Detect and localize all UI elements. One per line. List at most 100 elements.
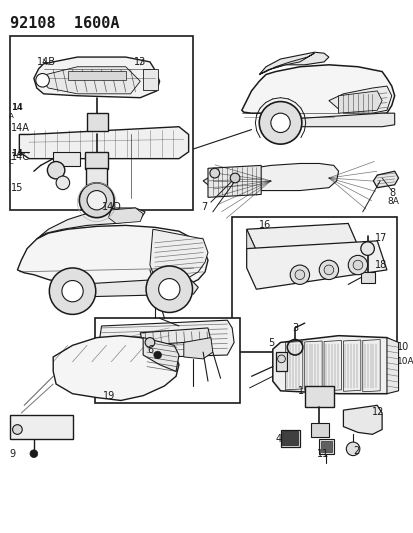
- Bar: [304, 386, 333, 407]
- Polygon shape: [207, 165, 261, 197]
- Circle shape: [79, 183, 114, 217]
- Circle shape: [56, 176, 69, 190]
- Polygon shape: [259, 53, 313, 75]
- Circle shape: [360, 242, 373, 255]
- Bar: [91, 196, 102, 205]
- Polygon shape: [69, 278, 198, 297]
- Circle shape: [270, 113, 290, 133]
- Polygon shape: [338, 91, 381, 113]
- Text: 14B: 14B: [37, 57, 56, 67]
- Circle shape: [12, 425, 22, 434]
- Polygon shape: [241, 65, 394, 120]
- Polygon shape: [38, 67, 140, 94]
- Circle shape: [290, 265, 309, 285]
- Polygon shape: [275, 113, 394, 127]
- Polygon shape: [183, 337, 212, 359]
- Polygon shape: [328, 86, 391, 113]
- Circle shape: [347, 255, 367, 274]
- Text: 8A: 8A: [386, 197, 398, 206]
- Circle shape: [259, 102, 301, 144]
- Polygon shape: [343, 405, 381, 434]
- Polygon shape: [304, 341, 321, 390]
- Polygon shape: [272, 336, 394, 394]
- Text: 14D: 14D: [101, 202, 121, 212]
- Text: 2: 2: [352, 446, 358, 456]
- Circle shape: [145, 337, 154, 348]
- Text: 14: 14: [11, 103, 22, 112]
- Circle shape: [47, 161, 65, 179]
- Bar: [9, 415, 72, 439]
- Bar: [9, 36, 193, 210]
- Text: 5: 5: [267, 337, 273, 348]
- Circle shape: [36, 74, 49, 87]
- Polygon shape: [246, 223, 357, 251]
- Bar: [280, 430, 299, 447]
- Text: 15: 15: [11, 183, 23, 193]
- Text: 9: 9: [9, 449, 16, 459]
- Polygon shape: [386, 337, 398, 394]
- Bar: [85, 152, 108, 169]
- Text: 8: 8: [388, 188, 394, 198]
- Text: 11: 11: [316, 449, 329, 459]
- Circle shape: [30, 450, 38, 457]
- Text: 13: 13: [133, 57, 145, 67]
- Bar: [87, 113, 108, 131]
- Bar: [282, 431, 297, 445]
- Circle shape: [352, 260, 362, 270]
- Bar: [95, 318, 239, 403]
- Bar: [318, 439, 333, 454]
- Polygon shape: [285, 342, 302, 390]
- Polygon shape: [19, 127, 188, 159]
- Text: 16: 16: [259, 220, 271, 230]
- Circle shape: [323, 265, 333, 274]
- Bar: [68, 70, 126, 80]
- Circle shape: [277, 355, 285, 363]
- Circle shape: [154, 351, 161, 359]
- Circle shape: [318, 260, 338, 280]
- Circle shape: [62, 280, 83, 302]
- Circle shape: [209, 168, 219, 178]
- Polygon shape: [98, 320, 233, 359]
- Polygon shape: [108, 208, 143, 223]
- Polygon shape: [362, 340, 379, 392]
- Text: 10: 10: [396, 342, 408, 352]
- Text: 12: 12: [372, 407, 384, 417]
- Bar: [86, 168, 107, 190]
- Polygon shape: [323, 341, 341, 391]
- Polygon shape: [150, 229, 207, 280]
- Text: 3: 3: [292, 323, 297, 333]
- Text: 14A: 14A: [11, 123, 29, 133]
- Text: 6: 6: [147, 345, 153, 356]
- Text: 19: 19: [102, 391, 114, 401]
- Bar: [232, 217, 396, 352]
- Polygon shape: [203, 164, 338, 191]
- Polygon shape: [17, 225, 207, 287]
- Circle shape: [146, 266, 192, 312]
- Polygon shape: [343, 340, 360, 391]
- Polygon shape: [37, 208, 145, 239]
- Text: 92108  1600A: 92108 1600A: [9, 17, 119, 31]
- Polygon shape: [246, 241, 386, 289]
- Polygon shape: [246, 229, 256, 268]
- Polygon shape: [259, 52, 328, 75]
- Text: 14: 14: [11, 149, 22, 158]
- Bar: [360, 272, 375, 284]
- Text: 4: 4: [275, 434, 281, 445]
- Polygon shape: [53, 336, 178, 400]
- Text: 17: 17: [375, 233, 387, 243]
- Text: 18: 18: [375, 260, 387, 270]
- Text: C: C: [9, 159, 14, 165]
- Text: 1: 1: [297, 386, 303, 396]
- Circle shape: [158, 279, 180, 300]
- Polygon shape: [140, 328, 210, 345]
- Bar: [53, 152, 80, 166]
- Polygon shape: [143, 337, 178, 372]
- Text: A: A: [9, 113, 14, 119]
- Circle shape: [294, 270, 304, 280]
- Text: 10A: 10A: [396, 357, 413, 366]
- Polygon shape: [34, 57, 159, 98]
- Bar: [275, 352, 287, 372]
- Circle shape: [346, 442, 359, 456]
- Bar: [320, 441, 331, 452]
- Circle shape: [49, 268, 95, 314]
